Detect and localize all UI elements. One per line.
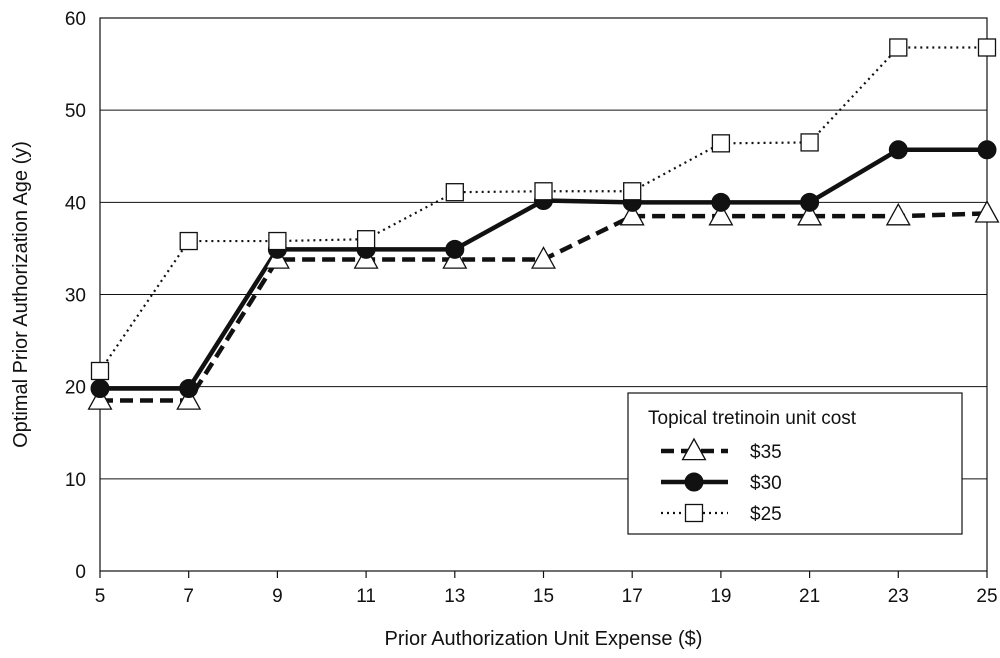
series-3-marker xyxy=(445,183,464,202)
x-tick-label: 15 xyxy=(533,586,554,607)
series-1-marker xyxy=(708,202,734,226)
series-2-marker xyxy=(90,379,110,399)
series-2-marker xyxy=(711,192,731,212)
series-2-marker xyxy=(888,140,908,160)
x-tick-label: 19 xyxy=(710,586,731,607)
series-1-marker xyxy=(87,387,113,410)
legend: Topical tretinoin unit cost $35 $30 $25 xyxy=(627,392,963,535)
series-3-marker xyxy=(623,182,642,201)
series-3-marker xyxy=(977,38,997,57)
y-tick-label: 20 xyxy=(65,378,86,399)
x-tick-label: 7 xyxy=(183,586,194,607)
series-3-marker xyxy=(90,361,110,381)
x-tick-label: 17 xyxy=(622,586,643,607)
legend-label: $30 xyxy=(750,473,782,494)
x-tick-label: 11 xyxy=(356,586,376,607)
series-1-marker xyxy=(619,202,645,226)
series-3-marker xyxy=(534,182,553,201)
series-3-marker xyxy=(800,133,819,152)
series-1-marker xyxy=(885,202,911,226)
legend-items: $35 $30 $25 xyxy=(661,437,782,525)
legend-label: $25 xyxy=(750,504,782,525)
series-2-marker xyxy=(800,192,820,212)
series-layer xyxy=(87,38,1000,410)
legend-marker-1 xyxy=(681,437,707,461)
legend-marker-3 xyxy=(684,503,704,523)
x-tick-label: 23 xyxy=(888,586,909,607)
x-tick-label: 13 xyxy=(444,586,465,607)
series-1-marker xyxy=(974,200,1000,223)
legend-box xyxy=(627,392,963,535)
series-2-marker xyxy=(977,140,997,160)
x-tick-label: 21 xyxy=(799,586,820,607)
series-1-marker xyxy=(530,246,557,269)
x-tick-label: 9 xyxy=(272,586,283,607)
series-3-marker xyxy=(179,231,198,251)
y-tick-label: 10 xyxy=(65,470,86,491)
y-axis-ticks: 0 10 20 30 40 50 60 xyxy=(65,9,86,583)
x-axis-ticks: 5 7 9 11 13 15 17 19 21 23 25 xyxy=(95,571,998,607)
series-3-marker xyxy=(889,38,908,57)
legend-label: $35 xyxy=(750,442,782,463)
series-2-marker xyxy=(179,379,199,399)
x-tick-label: 5 xyxy=(95,586,106,607)
y-tick-label: 50 xyxy=(65,101,86,122)
series-3-marker xyxy=(711,134,731,153)
x-axis-label: Prior Authorization Unit Expense ($) xyxy=(385,628,703,650)
y-axis-label: Optimal Prior Authorization Age (y) xyxy=(10,141,32,448)
x-tick-label: 25 xyxy=(976,586,997,607)
y-tick-label: 60 xyxy=(65,9,86,30)
y-tick-label: 0 xyxy=(75,562,86,583)
series-3-marker xyxy=(268,231,287,251)
series-1-marker xyxy=(176,387,202,410)
y-tick-label: 40 xyxy=(65,193,86,214)
legend-title: Topical tretinoin unit cost xyxy=(648,408,857,429)
series-1-marker xyxy=(797,202,823,226)
series-line-1 xyxy=(100,211,988,403)
legend-marker-2 xyxy=(684,472,704,492)
y-tick-label: 30 xyxy=(65,286,86,307)
series-2-marker xyxy=(445,239,465,259)
series-3-marker xyxy=(356,230,376,249)
